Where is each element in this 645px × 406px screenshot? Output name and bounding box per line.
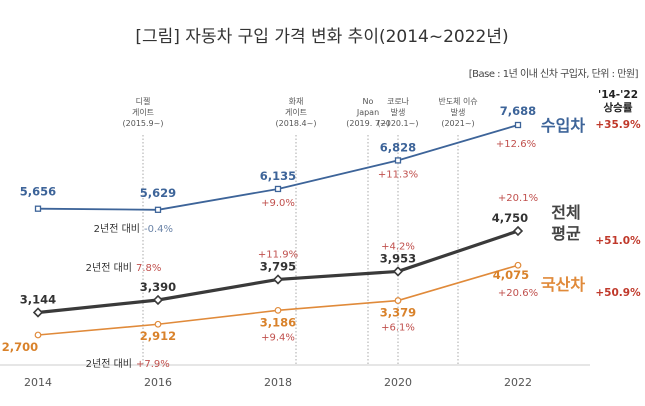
data-point [514, 261, 522, 269]
series-name-overall: 평균 [551, 224, 581, 243]
series-name-overall: 전체 [551, 203, 580, 222]
data-point [274, 306, 282, 314]
change-label: +11.9% [258, 249, 298, 260]
event-label: No [363, 97, 374, 106]
rise-header: '14-'22 [598, 89, 638, 101]
data-point [392, 266, 404, 277]
x-tick-label: 2020 [384, 376, 412, 389]
chart-title: [그림] 자동차 구입 가격 변화 추이(2014~2022년) [135, 27, 508, 47]
value-label: 5,656 [20, 185, 56, 199]
value-label: 4,075 [493, 268, 529, 282]
series-group [32, 121, 524, 339]
compare-prefix: 2년전 대비 [86, 262, 132, 274]
x-tick-label: 2022 [504, 376, 532, 389]
value-label: 2,700 [2, 340, 38, 354]
change-label: +12.6% [496, 139, 536, 150]
data-point [394, 297, 402, 304]
event-label: 발생 [391, 107, 406, 117]
event-label: 화재 [289, 97, 304, 106]
value-label: 2,912 [140, 329, 176, 343]
event-label: (2020.1~) [378, 119, 419, 128]
change-label: +4.2% [381, 241, 415, 252]
value-label: 3,390 [140, 280, 176, 294]
x-tick-label: 2018 [264, 376, 292, 389]
chart-subtitle: [Base : 1년 이내 신차 구입자, 단위 : 만원] [469, 67, 639, 80]
value-label: 4,750 [492, 211, 528, 225]
rise-value-import: +35.9% [595, 119, 641, 131]
data-point [272, 274, 284, 285]
change-label: +20.6% [498, 288, 538, 299]
event-annotation: No Japan (2019. 7~) [346, 97, 390, 365]
change-label: +9.4% [261, 332, 295, 343]
event-label: 게이트 [132, 107, 154, 117]
change-label: +6.1% [381, 323, 415, 334]
data-point [34, 205, 42, 212]
x-tick-label: 2016 [144, 376, 172, 389]
rise-value-overall: +51.0% [595, 235, 641, 247]
x-tick-label: 2014 [24, 376, 52, 389]
event-label: 코로나 [387, 97, 410, 106]
change-label: +20.1% [498, 193, 538, 204]
event-annotations: 디젤게이트(2015.9~)화재게이트(2018.4~)NoJapan(2019… [123, 96, 478, 365]
data-point [154, 206, 162, 213]
change-label: 7.8% [136, 263, 161, 274]
change-label: +9.0% [261, 198, 295, 209]
event-label: 발생 [451, 107, 466, 117]
compare-prefix: 2년전 대비 [94, 223, 140, 235]
data-labels: 5,656 5,629 2년전 대비 -0.4% 6,135 +9.0% 6,828 +11.… [2, 104, 538, 370]
value-label: 6,828 [380, 140, 416, 154]
event-label: Japan [356, 108, 379, 117]
value-label: 7,688 [500, 104, 536, 118]
series-name-domestic: 국산차 [541, 275, 585, 294]
value-label: 3,186 [260, 315, 296, 329]
rise-value-domestic: +50.9% [595, 287, 641, 299]
series-name-import: 수입차 [541, 116, 585, 135]
data-point [394, 157, 402, 164]
value-label: 3,953 [380, 251, 416, 265]
change-label: +11.3% [378, 169, 418, 180]
event-label: 게이트 [285, 107, 307, 117]
compare-prefix: 2년전 대비 [86, 358, 132, 370]
data-point [32, 307, 44, 318]
event-label: 디젤 [136, 96, 151, 106]
event-label: (2015.9~) [123, 119, 164, 128]
data-point [514, 121, 522, 129]
event-label: (2019. 7~) [346, 119, 389, 128]
data-point [274, 185, 282, 193]
value-label: 6,135 [260, 169, 296, 183]
value-label: 3,795 [260, 259, 296, 273]
data-point [154, 320, 162, 328]
data-point [34, 331, 42, 339]
rise-header: 상승률 [604, 101, 633, 114]
change-label: -0.4% [144, 224, 173, 235]
event-label: 반도체 이슈 [438, 96, 477, 106]
change-label: +7.9% [136, 359, 170, 370]
value-label: 3,144 [20, 292, 56, 306]
data-point [152, 294, 164, 306]
event-label: (2021~) [441, 119, 474, 128]
event-label: (2018.4~) [276, 119, 317, 128]
data-point [512, 225, 524, 237]
value-label: 3,379 [380, 306, 416, 320]
value-label: 5,629 [140, 186, 176, 200]
x-axis-ticks: 2014 2016 2018 2020 2022 [24, 376, 532, 389]
